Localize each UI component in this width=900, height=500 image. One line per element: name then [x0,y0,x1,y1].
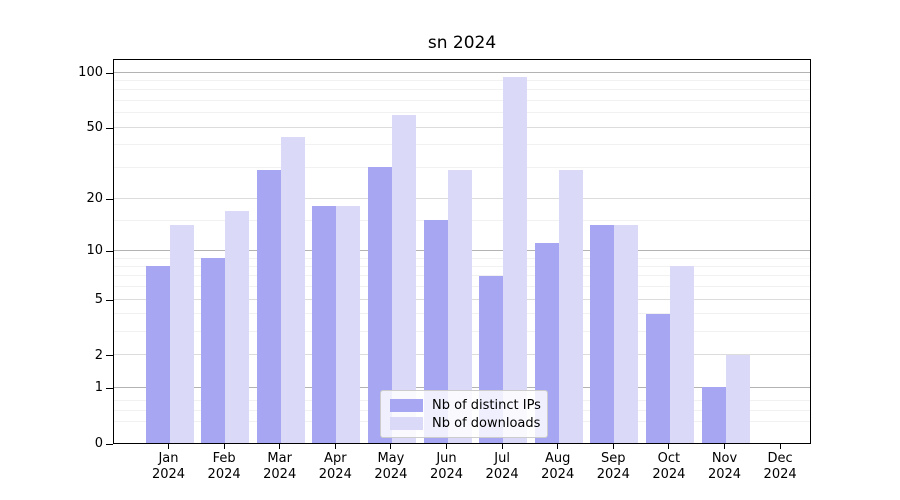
y-tick-1 [106,387,113,389]
gridline-minor-y60 [114,112,810,114]
x-tick-label-jul: Jul 2024 [485,451,519,482]
y-tick-label-0: 0 [94,436,103,451]
x-tick-label-sep: Sep 2024 [596,451,630,482]
gridline-y100 [114,71,810,73]
x-tick-mar [279,444,281,449]
bar-ips-mar [256,169,281,443]
y-tick-0 [106,443,113,445]
legend-label-distinct-ips: Nb of distinct IPs [432,397,541,413]
chart-title: sn 2024 [427,33,497,53]
y-tick-label-2: 2 [94,347,103,363]
y-tick-label-10: 10 [86,243,103,259]
x-tick-nov [724,444,725,449]
x-tick-jun [446,444,447,449]
gridline-minor-y40 [114,144,810,146]
x-tick-jan [168,444,169,449]
x-tick-label-oct: Oct 2024 [652,451,686,482]
bar-downloads-may [391,115,416,443]
x-tick-label-jun: Jun 2024 [429,451,464,482]
bar-downloads-nov [725,354,750,443]
y-tick-label-100: 100 [78,65,103,81]
x-tick-label-nov: Nov 2024 [707,451,742,482]
legend-swatch-distinct-ips [390,398,423,412]
bar-ips-nov [701,387,726,443]
x-tick-label-mar: Mar 2024 [263,451,297,482]
bar-downloads-jan [169,225,194,443]
legend-swatch-downloads [390,416,423,430]
x-tick-sep [612,444,614,449]
x-tick-aug [557,444,559,449]
x-tick-oct [668,444,670,449]
legend-item-downloads: Nb of downloads [390,414,541,432]
x-tick-may [390,444,392,449]
x-tick-label-aug: Aug 2024 [541,451,575,482]
x-tick-apr [334,444,336,449]
x-tick-label-jan: Jan 2024 [151,451,186,482]
x-tick-label-feb: Feb 2024 [207,451,241,482]
y-tick-20 [106,198,113,200]
bar-downloads-mar [280,137,305,443]
legend-item-distinct-ips: Nb of distinct IPs [390,396,541,414]
y-tick-label-20: 20 [86,191,103,207]
plot-area [113,59,811,444]
bar-ips-oct [645,313,670,443]
gridline-minor-y80 [114,89,810,91]
bar-downloads-apr [336,206,361,443]
bar-downloads-jul [503,77,528,443]
y-tick-50 [106,127,113,129]
bar-ips-jan [145,266,170,443]
bar-downloads-oct [669,266,694,443]
y-tick-label-1: 1 [94,380,103,396]
y-tick-label-50: 50 [86,120,103,136]
x-tick-feb [223,444,225,449]
x-tick-label-dec: Dec 2024 [763,451,797,482]
legend: Nb of distinct IPs Nb of downloads [380,390,548,438]
y-tick-100 [106,72,113,74]
bar-ips-apr [312,206,337,443]
x-tick-dec [779,444,781,449]
y-tick-label-5: 5 [94,292,103,308]
gridline-minor-y90 [114,80,810,82]
y-tick-10 [106,250,113,252]
x-tick-label-apr: Apr 2024 [318,451,352,482]
bar-downloads-feb [225,210,250,443]
legend-label-downloads: Nb of downloads [432,415,541,431]
y-tick-5 [106,299,113,301]
x-tick-jul [501,444,503,449]
gridline-y50 [114,126,810,128]
gridline-minor-y30 [114,166,810,168]
bar-downloads-sep [614,225,639,443]
gridline-minor-y70 [114,100,810,102]
y-tick-2 [106,355,113,357]
bar-ips-sep [590,225,615,443]
bar-ips-feb [201,258,226,443]
x-tick-label-may: May 2024 [374,451,408,482]
bar-downloads-aug [558,169,583,443]
